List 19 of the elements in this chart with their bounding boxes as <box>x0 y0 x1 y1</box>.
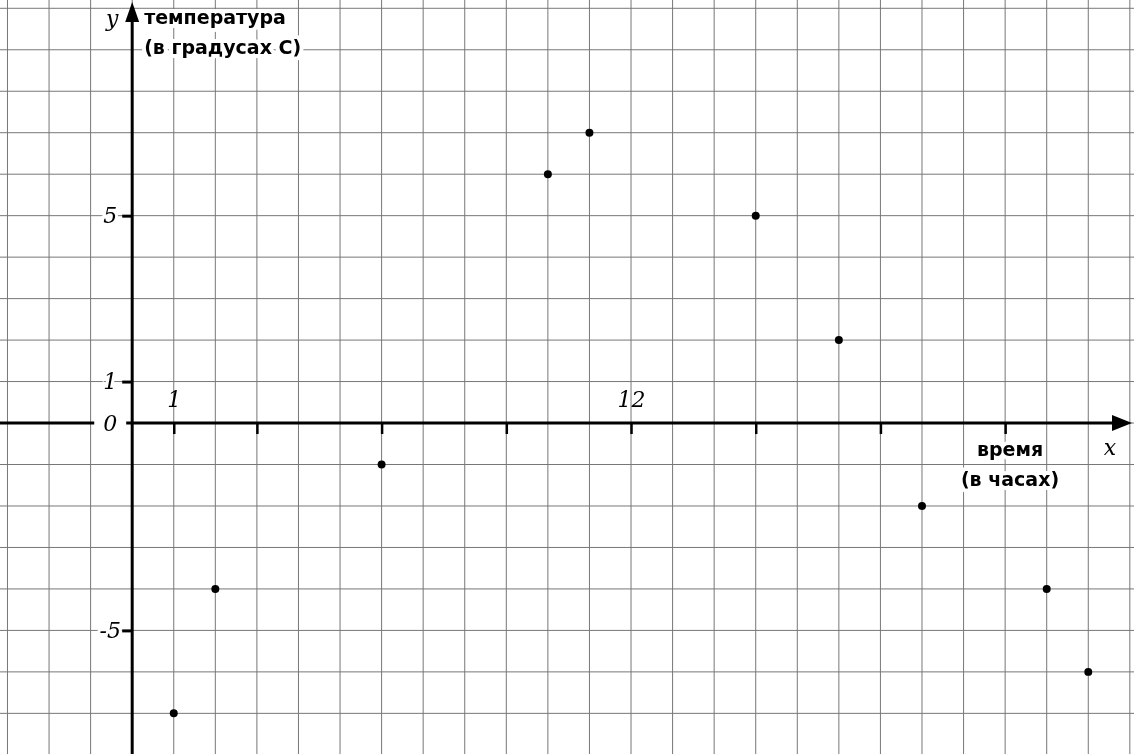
point <box>377 460 386 469</box>
y-tick-label: 5 <box>103 203 118 229</box>
point <box>585 128 594 137</box>
annotation: x <box>1103 435 1117 461</box>
x-axis-title: время (в часах) <box>960 438 1060 490</box>
y-tick-label: -5 <box>99 617 121 643</box>
y-tick-label: 1 <box>103 369 118 395</box>
point <box>1042 584 1051 593</box>
point <box>918 502 926 510</box>
annotation: y <box>104 6 119 31</box>
point <box>834 336 843 345</box>
x-tick-label: 12 <box>617 386 646 412</box>
point <box>1084 667 1093 676</box>
y-axis-title: температура (в градусах С) <box>144 6 302 58</box>
y-tick-label: 0 <box>103 410 118 436</box>
point <box>211 584 220 593</box>
point <box>751 211 760 220</box>
point <box>543 170 552 179</box>
point <box>169 709 178 718</box>
